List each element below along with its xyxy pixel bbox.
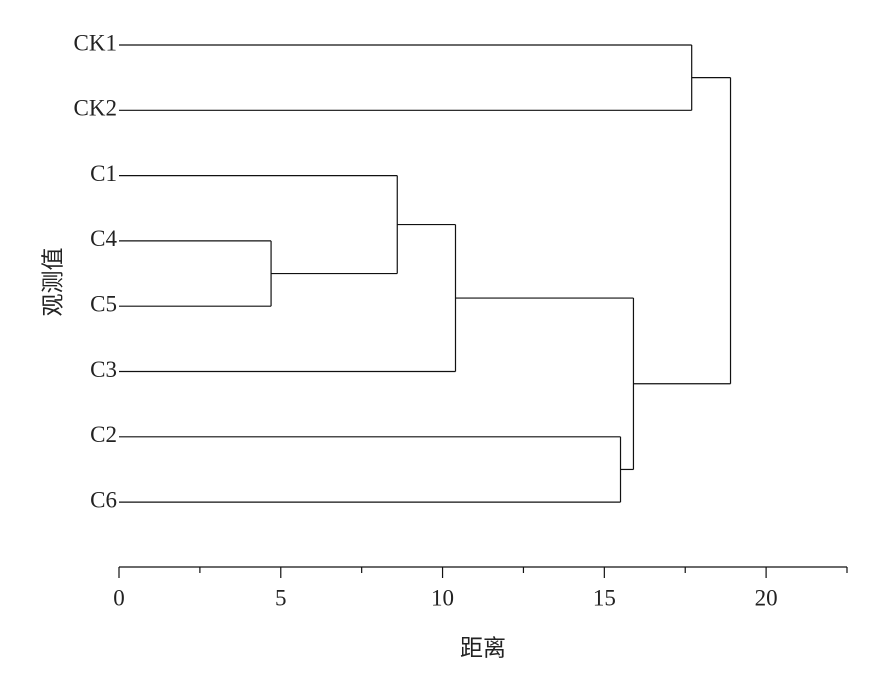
- leaf-label: C3: [90, 357, 117, 382]
- leaf-label: C6: [90, 487, 117, 512]
- leaf-label: C1: [90, 161, 117, 186]
- x-tick-label: 0: [113, 585, 125, 610]
- x-axis-label: 距离: [460, 635, 506, 660]
- x-tick-label: 15: [593, 585, 616, 610]
- leaf-label: CK2: [74, 96, 117, 121]
- leaf-label: CK1: [74, 30, 117, 55]
- y-axis-label: 观测值: [40, 248, 65, 317]
- leaf-label: C4: [90, 226, 117, 251]
- leaf-label: C2: [90, 422, 117, 447]
- x-tick-label: 5: [275, 585, 287, 610]
- leaf-label: C5: [90, 291, 117, 316]
- x-tick-label: 20: [755, 585, 778, 610]
- x-tick-label: 10: [431, 585, 454, 610]
